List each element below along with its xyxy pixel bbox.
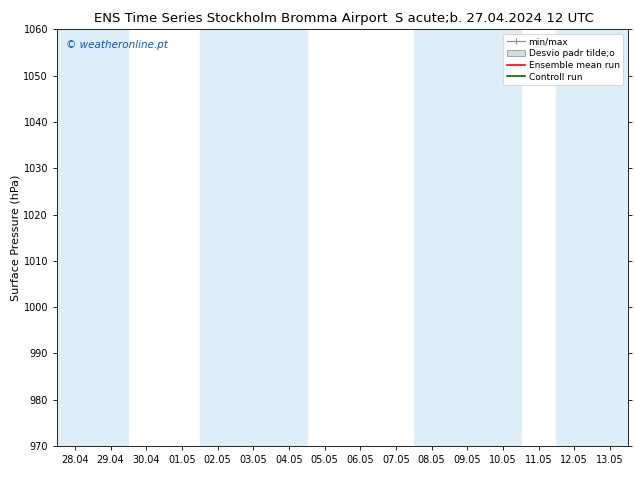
Legend: min/max, Desvio padr tilde;o, Ensemble mean run, Controll run: min/max, Desvio padr tilde;o, Ensemble m… [503,34,623,85]
Bar [557,29,628,446]
Bar [200,29,307,446]
Text: ENS Time Series Stockholm Bromma Airport: ENS Time Series Stockholm Bromma Airport [94,12,387,25]
Text: © weatheronline.pt: © weatheronline.pt [66,40,167,50]
Bar [413,29,521,446]
Y-axis label: Surface Pressure (hPa): Surface Pressure (hPa) [11,174,21,301]
Text: S acute;b. 27.04.2024 12 UTC: S acute;b. 27.04.2024 12 UTC [395,12,594,25]
Bar [57,29,128,446]
